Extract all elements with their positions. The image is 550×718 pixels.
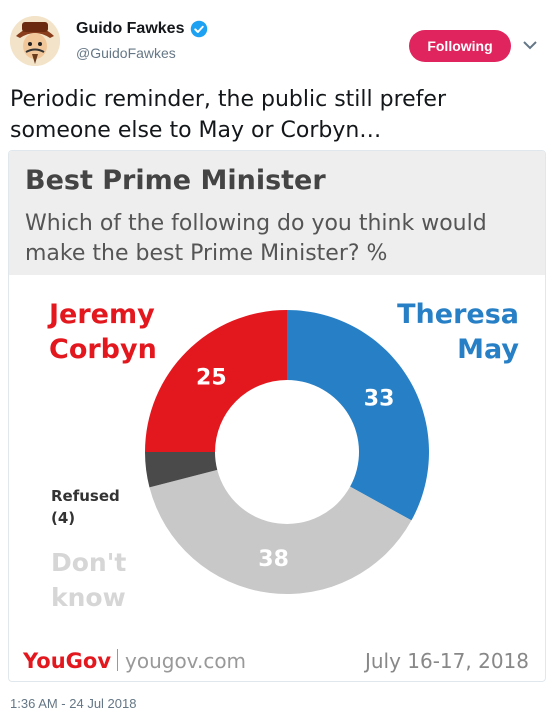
label-jeremy-corbyn: Jeremy Corbyn: [49, 299, 157, 365]
following-button[interactable]: Following: [409, 30, 511, 62]
slice-jeremy-corbyn: [145, 310, 287, 452]
chevron-down-icon[interactable]: [520, 38, 540, 54]
donut-chart: 33 38 25: [145, 310, 429, 594]
label-dont-know: Don't know: [51, 548, 127, 612]
card-question: Which of the following do you think woul…: [25, 211, 487, 266]
yougov-logo: YouGov: [23, 649, 112, 673]
verified-badge-icon: [191, 20, 208, 38]
slice-theresa-may: [287, 310, 429, 521]
avatar-icon: [10, 16, 60, 66]
author-handle[interactable]: @GuidoFawkes: [76, 45, 176, 61]
value-label-theresa-may: 33: [364, 387, 395, 412]
slice-don-t-know: [149, 469, 412, 594]
card-date: July 16-17, 2018: [364, 649, 529, 673]
yougov-url: yougov.com: [125, 649, 247, 673]
value-label-jeremy-corbyn: 25: [196, 365, 227, 390]
value-label-don-t-know: 38: [258, 547, 289, 572]
logo-divider: [117, 649, 118, 671]
avatar[interactable]: [10, 16, 60, 66]
card-header: Best Prime Minister Which of the followi…: [9, 151, 545, 275]
image-card[interactable]: Best Prime Minister Which of the followi…: [8, 150, 546, 682]
tweet-text: Periodic reminder, the public still pref…: [10, 87, 447, 143]
label-refused: Refused (4): [51, 487, 120, 527]
author-name[interactable]: Guido Fawkes: [76, 20, 208, 38]
label-theresa-may: Theresa May: [397, 299, 519, 365]
tweet-timestamp[interactable]: 1:36 AM - 24 Jul 2018: [10, 696, 137, 711]
card-title: Best Prime Minister: [25, 165, 326, 196]
slice-refused: [145, 452, 218, 488]
